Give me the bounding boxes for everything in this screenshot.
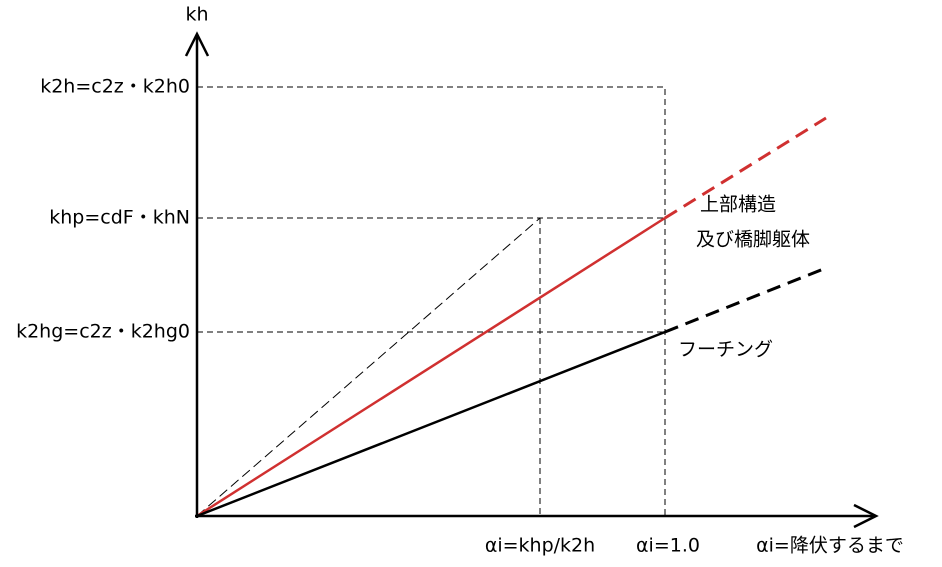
superstructure-line-extension: [664, 116, 827, 220]
superstructure-line: [196, 216, 666, 518]
footing-line: [196, 330, 666, 518]
line-label: 及び橋脚躯体: [696, 229, 810, 251]
line-label: フーチング: [678, 339, 773, 361]
y-level-label: k2h=c2z・k2h0: [40, 76, 190, 98]
guide-k2h: [197, 86, 666, 516]
x-axis-arrow: [853, 503, 879, 529]
x-level-label: αi=khp/k2h: [485, 535, 595, 557]
footing-line-extension: [664, 266, 827, 334]
thin-dashed-line: [196, 217, 541, 517]
y-level-label: k2hg=c2z・k2hg0: [16, 321, 190, 343]
x-level-label: αi=降伏するまで: [756, 535, 904, 557]
y-level-label: khp=cdF・khN: [49, 207, 190, 229]
x-level-label: αi=1.0: [636, 535, 700, 557]
y-axis-arrow: [184, 31, 210, 57]
line-label: 上部構造: [700, 194, 776, 216]
y-axis-label: kh: [185, 4, 208, 26]
